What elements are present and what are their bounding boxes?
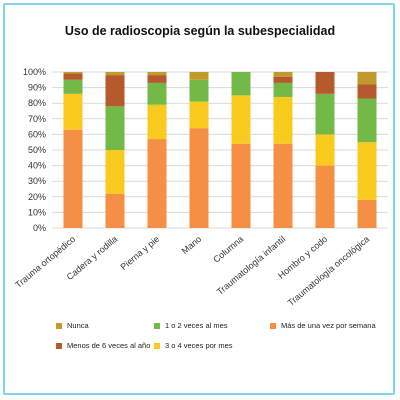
bar-segment bbox=[147, 72, 167, 76]
bar-segment bbox=[105, 193, 125, 228]
y-tick-label: 30% bbox=[28, 176, 46, 186]
y-tick-label: 70% bbox=[28, 114, 46, 124]
bar-segment bbox=[63, 79, 83, 94]
bar-segment bbox=[315, 165, 335, 228]
bar-segment bbox=[63, 93, 83, 130]
bar-segment bbox=[357, 142, 377, 200]
x-tick-label: Traumatología oncológica bbox=[286, 234, 372, 308]
x-tick-label: Mano bbox=[180, 234, 204, 256]
bar-segment bbox=[315, 93, 335, 135]
bar-segment bbox=[63, 72, 83, 74]
bar-segment bbox=[357, 199, 377, 228]
bar-segment bbox=[357, 84, 377, 99]
x-tick-label: Pierna y pie bbox=[118, 234, 161, 272]
bar-segment bbox=[189, 128, 209, 228]
bar-segment bbox=[315, 134, 335, 166]
bar-segment bbox=[63, 129, 83, 228]
bar-segment bbox=[147, 82, 167, 105]
y-tick-label: 60% bbox=[28, 129, 46, 139]
bar-segment bbox=[105, 75, 125, 107]
x-tick-label: Traumatología infantil bbox=[215, 234, 287, 297]
bar-segment bbox=[231, 95, 251, 144]
bar-segment bbox=[273, 96, 293, 144]
bar-segment bbox=[147, 104, 167, 140]
bar-segment bbox=[105, 106, 125, 150]
bar-segment bbox=[189, 72, 209, 80]
bar-segment bbox=[231, 143, 251, 228]
bar-segment bbox=[273, 82, 293, 97]
bar-segment bbox=[189, 79, 209, 102]
bar-segment bbox=[147, 139, 167, 228]
chart-title: Uso de radioscopia según la subespeciali… bbox=[64, 24, 336, 38]
x-tick-label: Trauma ortopédico bbox=[13, 234, 77, 290]
x-tick-label: Columna bbox=[211, 234, 245, 265]
bar-segment bbox=[315, 72, 335, 94]
bar-segment bbox=[273, 72, 293, 77]
bar-segment bbox=[357, 98, 377, 143]
bar-segment bbox=[273, 143, 293, 228]
bar-segment bbox=[105, 150, 125, 194]
bar-segment bbox=[189, 101, 209, 129]
bar-segment bbox=[231, 72, 251, 96]
y-tick-label: 50% bbox=[28, 145, 46, 155]
bar-segment bbox=[63, 73, 83, 80]
y-tick-label: 0% bbox=[33, 223, 46, 233]
y-tick-label: 20% bbox=[28, 192, 46, 202]
y-tick-label: 10% bbox=[28, 207, 46, 217]
y-tick-label: 80% bbox=[28, 98, 46, 108]
y-tick-label: 100% bbox=[23, 67, 46, 77]
bar-segment bbox=[357, 72, 377, 85]
y-tick-label: 90% bbox=[28, 83, 46, 93]
y-tick-label: 40% bbox=[28, 161, 46, 171]
bar-segment bbox=[105, 72, 125, 76]
bar-segment bbox=[273, 76, 293, 83]
bar-segment bbox=[147, 75, 167, 83]
